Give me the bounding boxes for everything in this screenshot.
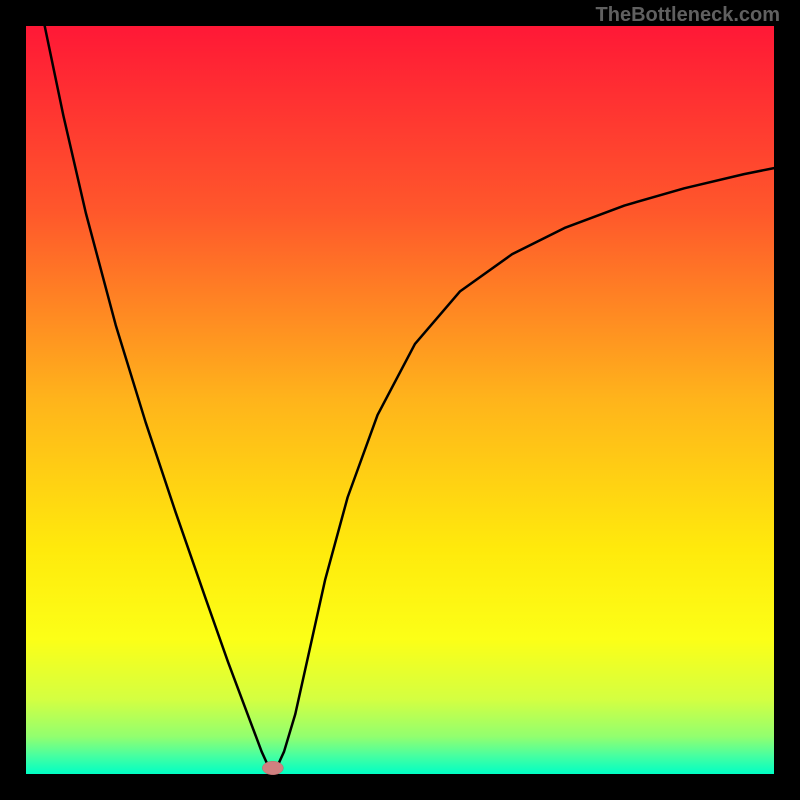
- bottleneck-chart: TheBottleneck.com: [0, 0, 800, 800]
- chart-svg: [0, 0, 800, 800]
- watermark-text: TheBottleneck.com: [596, 4, 780, 27]
- minimum-marker: [262, 761, 283, 774]
